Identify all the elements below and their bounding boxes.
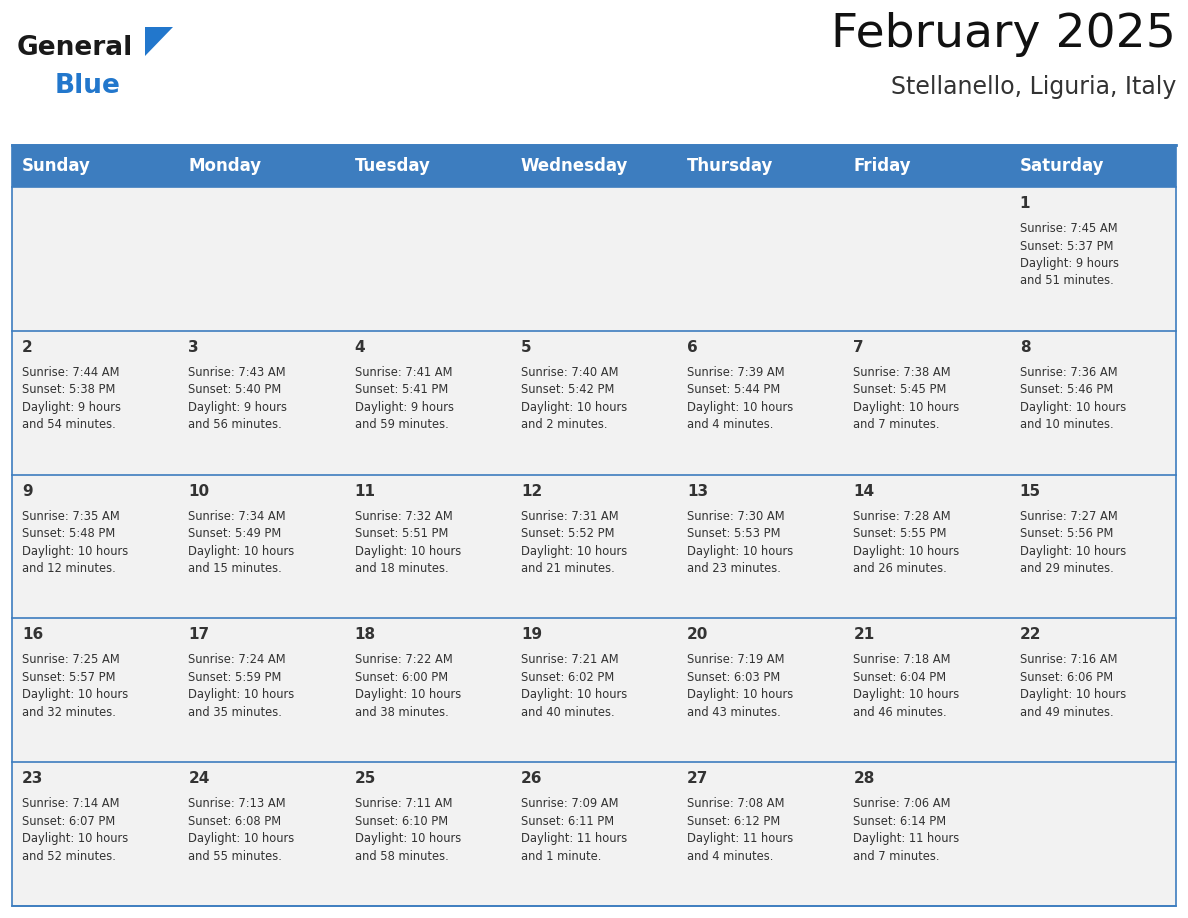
Text: Sunrise: 7:14 AM
Sunset: 6:07 PM
Daylight: 10 hours
and 52 minutes.: Sunrise: 7:14 AM Sunset: 6:07 PM Dayligh… bbox=[23, 797, 128, 863]
Text: Sunrise: 7:08 AM
Sunset: 6:12 PM
Daylight: 11 hours
and 4 minutes.: Sunrise: 7:08 AM Sunset: 6:12 PM Dayligh… bbox=[687, 797, 794, 863]
Text: Sunrise: 7:09 AM
Sunset: 6:11 PM
Daylight: 11 hours
and 1 minute.: Sunrise: 7:09 AM Sunset: 6:11 PM Dayligh… bbox=[520, 797, 627, 863]
Text: Sunrise: 7:43 AM
Sunset: 5:40 PM
Daylight: 9 hours
and 56 minutes.: Sunrise: 7:43 AM Sunset: 5:40 PM Dayligh… bbox=[188, 365, 287, 431]
Bar bbox=[12, 187, 1176, 330]
Text: Sunrise: 7:28 AM
Sunset: 5:55 PM
Daylight: 10 hours
and 26 minutes.: Sunrise: 7:28 AM Sunset: 5:55 PM Dayligh… bbox=[853, 509, 960, 575]
Text: 4: 4 bbox=[354, 340, 365, 354]
Bar bbox=[12, 330, 1176, 475]
Text: Friday: Friday bbox=[853, 157, 911, 175]
Text: 7: 7 bbox=[853, 340, 864, 354]
Text: Wednesday: Wednesday bbox=[520, 157, 628, 175]
Text: Sunrise: 7:18 AM
Sunset: 6:04 PM
Daylight: 10 hours
and 46 minutes.: Sunrise: 7:18 AM Sunset: 6:04 PM Dayligh… bbox=[853, 654, 960, 719]
Text: 5: 5 bbox=[520, 340, 531, 354]
Text: Sunrise: 7:19 AM
Sunset: 6:03 PM
Daylight: 10 hours
and 43 minutes.: Sunrise: 7:19 AM Sunset: 6:03 PM Dayligh… bbox=[687, 654, 794, 719]
Text: Thursday: Thursday bbox=[687, 157, 773, 175]
Text: Sunrise: 7:27 AM
Sunset: 5:56 PM
Daylight: 10 hours
and 29 minutes.: Sunrise: 7:27 AM Sunset: 5:56 PM Dayligh… bbox=[1019, 509, 1126, 575]
Text: Sunrise: 7:35 AM
Sunset: 5:48 PM
Daylight: 10 hours
and 12 minutes.: Sunrise: 7:35 AM Sunset: 5:48 PM Dayligh… bbox=[23, 509, 128, 575]
Bar bbox=[12, 475, 1176, 619]
Polygon shape bbox=[145, 27, 173, 56]
Text: Sunrise: 7:24 AM
Sunset: 5:59 PM
Daylight: 10 hours
and 35 minutes.: Sunrise: 7:24 AM Sunset: 5:59 PM Dayligh… bbox=[188, 654, 295, 719]
Text: 21: 21 bbox=[853, 627, 874, 643]
Bar bbox=[12, 145, 1176, 906]
Text: 22: 22 bbox=[1019, 627, 1041, 643]
Text: 28: 28 bbox=[853, 771, 874, 786]
Text: 23: 23 bbox=[23, 771, 44, 786]
Text: Sunrise: 7:40 AM
Sunset: 5:42 PM
Daylight: 10 hours
and 2 minutes.: Sunrise: 7:40 AM Sunset: 5:42 PM Dayligh… bbox=[520, 365, 627, 431]
Text: Sunrise: 7:45 AM
Sunset: 5:37 PM
Daylight: 9 hours
and 51 minutes.: Sunrise: 7:45 AM Sunset: 5:37 PM Dayligh… bbox=[1019, 222, 1119, 287]
Text: 27: 27 bbox=[687, 771, 708, 786]
Text: General: General bbox=[17, 35, 133, 61]
Text: 19: 19 bbox=[520, 627, 542, 643]
Text: 2: 2 bbox=[23, 340, 33, 354]
Text: Sunrise: 7:38 AM
Sunset: 5:45 PM
Daylight: 10 hours
and 7 minutes.: Sunrise: 7:38 AM Sunset: 5:45 PM Dayligh… bbox=[853, 365, 960, 431]
Text: 24: 24 bbox=[188, 771, 209, 786]
Text: 14: 14 bbox=[853, 484, 874, 498]
Text: 12: 12 bbox=[520, 484, 542, 498]
Text: Sunrise: 7:31 AM
Sunset: 5:52 PM
Daylight: 10 hours
and 21 minutes.: Sunrise: 7:31 AM Sunset: 5:52 PM Dayligh… bbox=[520, 509, 627, 575]
Text: 10: 10 bbox=[188, 484, 209, 498]
Text: Sunrise: 7:22 AM
Sunset: 6:00 PM
Daylight: 10 hours
and 38 minutes.: Sunrise: 7:22 AM Sunset: 6:00 PM Dayligh… bbox=[354, 654, 461, 719]
Text: Sunrise: 7:44 AM
Sunset: 5:38 PM
Daylight: 9 hours
and 54 minutes.: Sunrise: 7:44 AM Sunset: 5:38 PM Dayligh… bbox=[23, 365, 121, 431]
Text: Stellanello, Liguria, Italy: Stellanello, Liguria, Italy bbox=[891, 75, 1176, 99]
Text: Sunrise: 7:16 AM
Sunset: 6:06 PM
Daylight: 10 hours
and 49 minutes.: Sunrise: 7:16 AM Sunset: 6:06 PM Dayligh… bbox=[1019, 654, 1126, 719]
Bar bbox=[12, 145, 1176, 187]
Text: 26: 26 bbox=[520, 771, 543, 786]
Text: 9: 9 bbox=[23, 484, 32, 498]
Text: 20: 20 bbox=[687, 627, 708, 643]
Text: Sunrise: 7:06 AM
Sunset: 6:14 PM
Daylight: 11 hours
and 7 minutes.: Sunrise: 7:06 AM Sunset: 6:14 PM Dayligh… bbox=[853, 797, 960, 863]
Text: Sunrise: 7:21 AM
Sunset: 6:02 PM
Daylight: 10 hours
and 40 minutes.: Sunrise: 7:21 AM Sunset: 6:02 PM Dayligh… bbox=[520, 654, 627, 719]
Text: Sunrise: 7:34 AM
Sunset: 5:49 PM
Daylight: 10 hours
and 15 minutes.: Sunrise: 7:34 AM Sunset: 5:49 PM Dayligh… bbox=[188, 509, 295, 575]
Text: Sunrise: 7:25 AM
Sunset: 5:57 PM
Daylight: 10 hours
and 32 minutes.: Sunrise: 7:25 AM Sunset: 5:57 PM Dayligh… bbox=[23, 654, 128, 719]
Text: 1: 1 bbox=[1019, 196, 1030, 211]
Text: Sunrise: 7:39 AM
Sunset: 5:44 PM
Daylight: 10 hours
and 4 minutes.: Sunrise: 7:39 AM Sunset: 5:44 PM Dayligh… bbox=[687, 365, 794, 431]
Text: 25: 25 bbox=[354, 771, 375, 786]
Text: Sunrise: 7:32 AM
Sunset: 5:51 PM
Daylight: 10 hours
and 18 minutes.: Sunrise: 7:32 AM Sunset: 5:51 PM Dayligh… bbox=[354, 509, 461, 575]
Text: Tuesday: Tuesday bbox=[354, 157, 430, 175]
Text: Blue: Blue bbox=[55, 73, 121, 99]
Text: Saturday: Saturday bbox=[1019, 157, 1104, 175]
Text: Sunrise: 7:13 AM
Sunset: 6:08 PM
Daylight: 10 hours
and 55 minutes.: Sunrise: 7:13 AM Sunset: 6:08 PM Dayligh… bbox=[188, 797, 295, 863]
Text: 8: 8 bbox=[1019, 340, 1030, 354]
Bar bbox=[12, 619, 1176, 762]
Text: 17: 17 bbox=[188, 627, 209, 643]
Text: Sunrise: 7:41 AM
Sunset: 5:41 PM
Daylight: 9 hours
and 59 minutes.: Sunrise: 7:41 AM Sunset: 5:41 PM Dayligh… bbox=[354, 365, 454, 431]
Text: Sunrise: 7:11 AM
Sunset: 6:10 PM
Daylight: 10 hours
and 58 minutes.: Sunrise: 7:11 AM Sunset: 6:10 PM Dayligh… bbox=[354, 797, 461, 863]
Text: 11: 11 bbox=[354, 484, 375, 498]
Text: 15: 15 bbox=[1019, 484, 1041, 498]
Text: 6: 6 bbox=[687, 340, 697, 354]
Text: February 2025: February 2025 bbox=[832, 12, 1176, 57]
Bar bbox=[12, 762, 1176, 906]
Text: Sunrise: 7:30 AM
Sunset: 5:53 PM
Daylight: 10 hours
and 23 minutes.: Sunrise: 7:30 AM Sunset: 5:53 PM Dayligh… bbox=[687, 509, 794, 575]
Text: 18: 18 bbox=[354, 627, 375, 643]
Text: Monday: Monday bbox=[188, 157, 261, 175]
Text: 3: 3 bbox=[188, 340, 198, 354]
Text: 16: 16 bbox=[23, 627, 43, 643]
Text: Sunrise: 7:36 AM
Sunset: 5:46 PM
Daylight: 10 hours
and 10 minutes.: Sunrise: 7:36 AM Sunset: 5:46 PM Dayligh… bbox=[1019, 365, 1126, 431]
Text: Sunday: Sunday bbox=[23, 157, 90, 175]
Text: 13: 13 bbox=[687, 484, 708, 498]
